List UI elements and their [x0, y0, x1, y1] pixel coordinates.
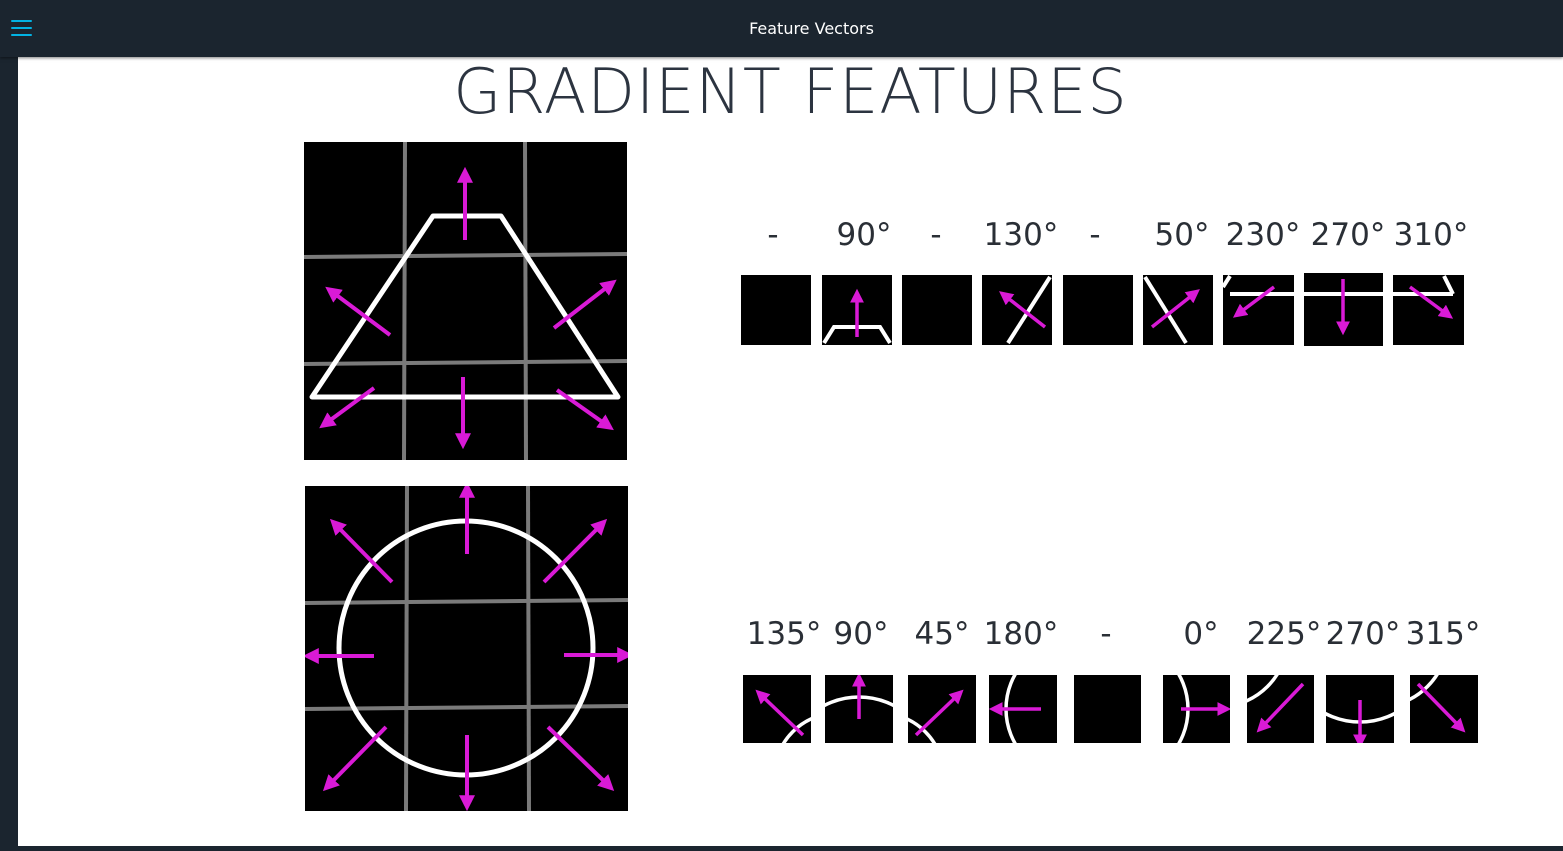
- slide-content: GRADIENT FEATURES: [18, 57, 1563, 846]
- row2-cell-2: [825, 675, 893, 743]
- row2-label-7: 225°: [1247, 616, 1322, 652]
- row1-label-2: 90°: [837, 217, 892, 253]
- row2-label-2: 90°: [834, 616, 889, 652]
- row2-cell-6: [1163, 675, 1230, 743]
- gradient-diagram: - 90° - 130° - 50° 230° 270° 310°: [304, 142, 1481, 811]
- row1-cell-9: [1393, 275, 1464, 345]
- row1-cell-8: [1304, 273, 1383, 346]
- app-title: Feature Vectors: [749, 19, 874, 38]
- row1-label-1: -: [767, 217, 778, 253]
- row2-label-8: 270°: [1326, 616, 1401, 652]
- hamburger-menu-icon[interactable]: [10, 17, 34, 39]
- row2-cells: [743, 675, 1478, 743]
- row2-label-5: -: [1100, 616, 1111, 652]
- row1-label-5: -: [1089, 217, 1100, 253]
- row2-cell-9: [1410, 675, 1478, 743]
- row1-cell-1: [741, 275, 811, 345]
- row2-label-9: 315°: [1406, 616, 1481, 652]
- row1-label-7: 230°: [1226, 217, 1301, 253]
- row2-cell-4: [989, 675, 1057, 743]
- row2-angle-labels: 135° 90° 45° 180° - 0° 225° 270° 315°: [747, 616, 1481, 652]
- row2-cell-3: [908, 675, 976, 743]
- row2-label-1: 135°: [747, 616, 822, 652]
- row1-label-3: -: [930, 217, 941, 253]
- row1-cell-2: [822, 275, 892, 345]
- row2-cell-5: [1074, 675, 1141, 743]
- top-bar: Feature Vectors: [0, 0, 1563, 57]
- row2-cell-7: [1247, 675, 1314, 743]
- row1-cell-7: [1221, 274, 1294, 345]
- row1-cell-3: [902, 275, 972, 345]
- row1-cell-5: [1063, 275, 1133, 345]
- row2-label-4: 180°: [984, 616, 1059, 652]
- row1-angle-labels: - 90° - 130° - 50° 230° 270° 310°: [767, 217, 1468, 253]
- row2-label-6: 0°: [1183, 616, 1218, 652]
- row1-label-4: 130°: [984, 217, 1059, 253]
- trapezoid-grid-panel: [304, 142, 627, 460]
- row1-label-9: 310°: [1394, 217, 1469, 253]
- row1-cell-6: [1143, 275, 1213, 345]
- row1-label-8: 270°: [1311, 217, 1386, 253]
- row1-cell-4: [982, 275, 1052, 345]
- row2-label-3: 45°: [915, 616, 970, 652]
- row2-cell-8: [1326, 675, 1394, 743]
- slide-title: GRADIENT FEATURES: [453, 55, 1128, 128]
- row1-label-6: 50°: [1155, 217, 1210, 253]
- row2-cell-1: [743, 675, 811, 743]
- circle-grid-panel: [305, 486, 628, 811]
- row1-cells: [741, 273, 1464, 346]
